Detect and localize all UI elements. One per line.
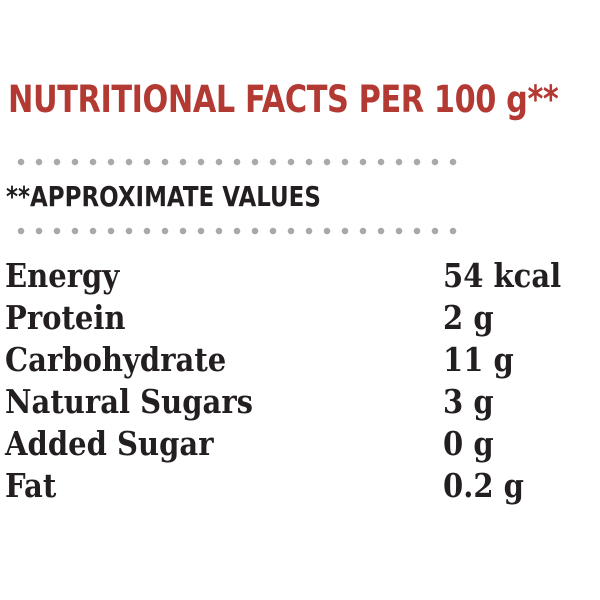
nutrient-value: 0 g — [443, 424, 494, 463]
nutrient-label: Natural Sugars — [5, 382, 254, 421]
nutrient-row-added-sugar: Added Sugar 0 g — [5, 424, 595, 466]
nutrient-label: Protein — [5, 298, 126, 337]
nutrient-row-natural-sugars: Natural Sugars 3 g — [5, 382, 595, 424]
nutrient-label: Fat — [5, 466, 57, 505]
nutrient-label: Added Sugar — [5, 424, 214, 463]
nutrient-label: Carbohydrate — [5, 340, 227, 379]
nutrient-row-protein: Protein 2 g — [5, 298, 595, 340]
approximate-values-note: **APPROXIMATE VALUES — [6, 180, 321, 213]
nutrient-list: Energy 54 kcal Protein 2 g Carbohydrate … — [5, 256, 595, 508]
nutrient-row-fat: Fat 0.2 g — [5, 466, 595, 508]
nutrient-value: 54 kcal — [443, 256, 562, 295]
nutrient-value: 2 g — [443, 298, 494, 337]
nutrient-row-energy: Energy 54 kcal — [5, 256, 595, 298]
nutrient-label: Energy — [5, 256, 120, 295]
nutrient-value: 3 g — [443, 382, 494, 421]
nutrient-value: 11 g — [443, 340, 514, 379]
dotted-divider-top — [12, 158, 467, 166]
nutrition-title: NUTRITIONAL FACTS PER 100 g** — [8, 78, 559, 121]
dotted-divider-bottom — [12, 227, 467, 235]
nutrient-value: 0.2 g — [443, 466, 524, 505]
nutrient-row-carbohydrate: Carbohydrate 11 g — [5, 340, 595, 382]
